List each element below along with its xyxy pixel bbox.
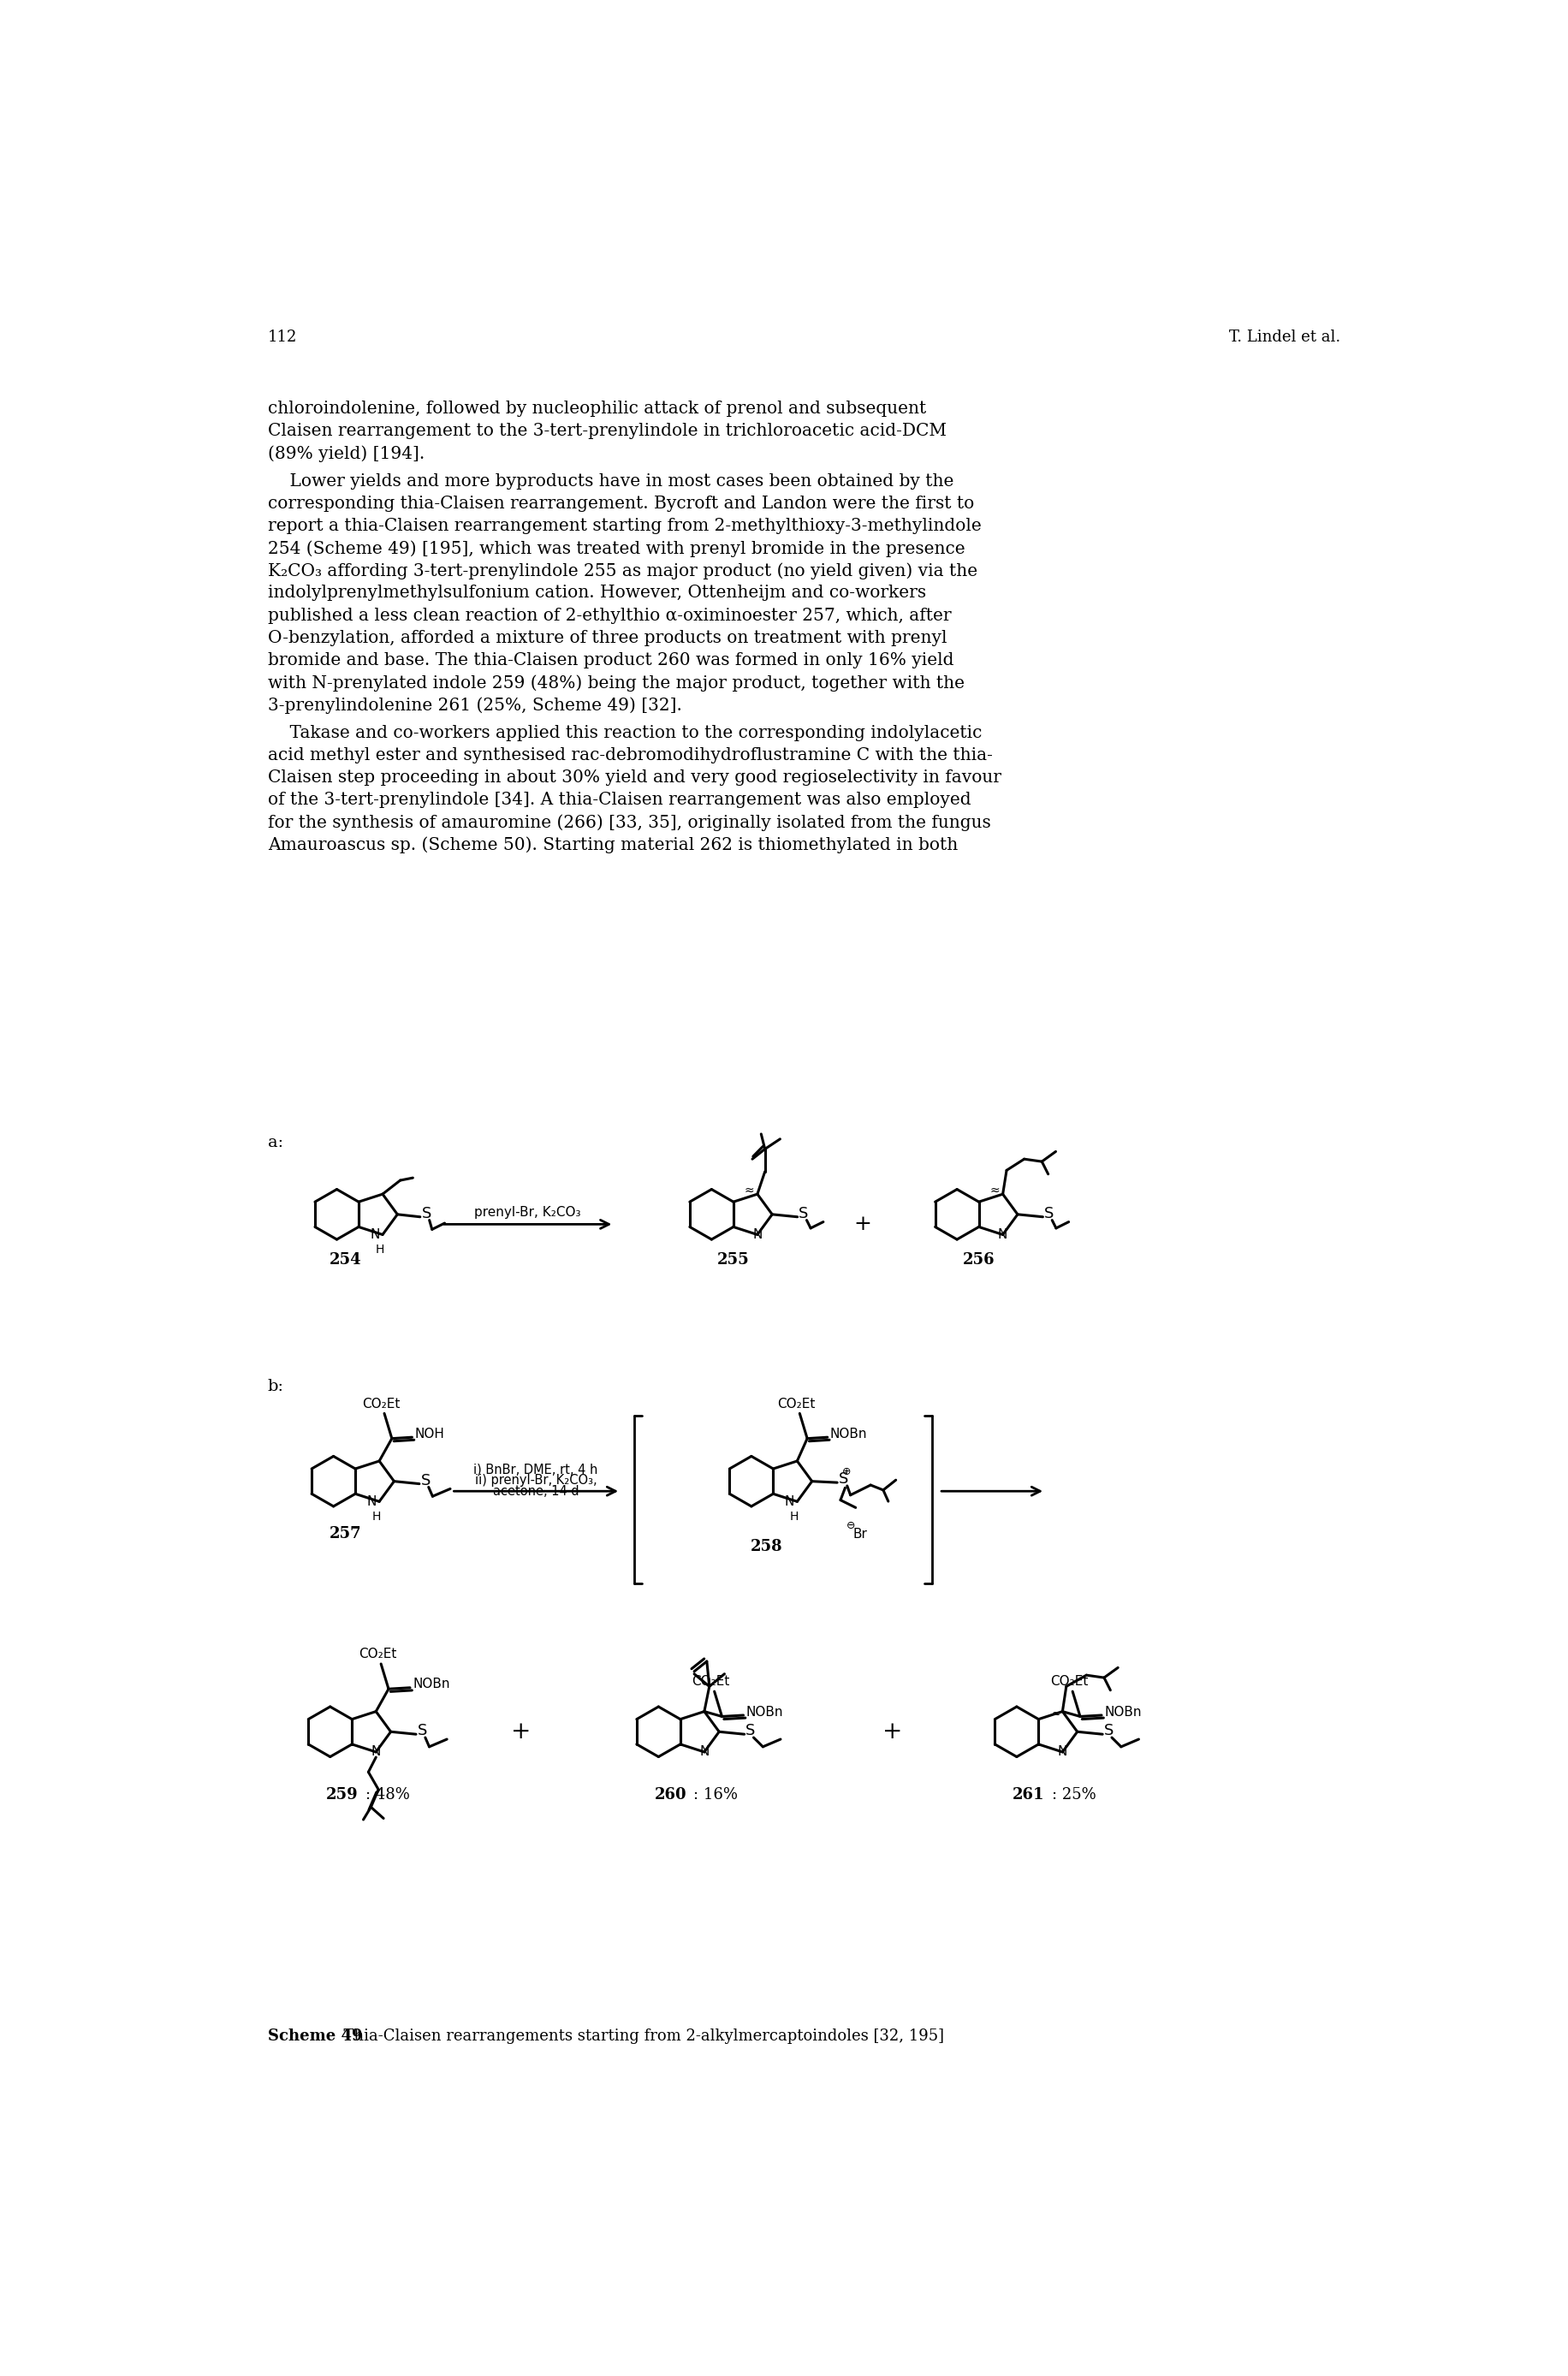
- Text: indolylprenylmethylsulfonium cation. However, Ottenheijm and co-workers: indolylprenylmethylsulfonium cation. How…: [268, 584, 925, 601]
- Text: O-benzylation, afforded a mixture of three products on treatment with prenyl: O-benzylation, afforded a mixture of thr…: [268, 630, 947, 646]
- Text: acid methyl ester and synthesised rac-debromodihydroflustramine C with the thia-: acid methyl ester and synthesised rac-de…: [268, 746, 993, 763]
- Text: of the 3-tert-prenylindole [34]. A thia-Claisen rearrangement was also employed: of the 3-tert-prenylindole [34]. A thia-…: [268, 791, 971, 808]
- Text: 254 (Scheme 49) [195], which was treated with prenyl bromide in the presence: 254 (Scheme 49) [195], which was treated…: [268, 539, 964, 556]
- Text: +: +: [853, 1214, 872, 1233]
- Text: K₂CO₃ affording 3-tert-prenylindole 255 as major product (no yield given) via th: K₂CO₃ affording 3-tert-prenylindole 255 …: [268, 563, 977, 580]
- Text: acetone, 14 d: acetone, 14 d: [492, 1485, 579, 1497]
- Text: Scheme 49: Scheme 49: [268, 2029, 362, 2043]
- Text: ≈: ≈: [745, 1186, 754, 1198]
- Text: S: S: [417, 1723, 426, 1739]
- Text: 258: 258: [750, 1540, 782, 1554]
- Text: CO₂Et: CO₂Et: [1049, 1675, 1088, 1687]
- Text: 256: 256: [963, 1252, 994, 1266]
- Text: S: S: [420, 1473, 430, 1487]
- Text: Amauroascus sp. (Scheme 50). Starting material 262 is thiomethylated in both: Amauroascus sp. (Scheme 50). Starting ma…: [268, 836, 958, 853]
- Text: : 25%: : 25%: [1051, 1787, 1096, 1803]
- Text: ≈: ≈: [989, 1186, 999, 1198]
- Text: a:: a:: [268, 1136, 284, 1150]
- Text: T. Lindel et al.: T. Lindel et al.: [1228, 330, 1339, 345]
- Text: NOBn: NOBn: [412, 1677, 450, 1692]
- Text: N: N: [997, 1228, 1007, 1240]
- Text: 259: 259: [326, 1787, 358, 1803]
- Text: H: H: [790, 1511, 798, 1523]
- Text: S: S: [837, 1471, 848, 1487]
- Text: S: S: [422, 1207, 431, 1221]
- Text: S: S: [798, 1207, 808, 1221]
- Text: for the synthesis of amauromine (266) [33, 35], originally isolated from the fun: for the synthesis of amauromine (266) [3…: [268, 815, 991, 832]
- Text: with N-prenylated indole 259 (48%) being the major product, together with the: with N-prenylated indole 259 (48%) being…: [268, 675, 964, 691]
- Text: 261: 261: [1011, 1787, 1044, 1803]
- Text: bromide and base. The thia-Claisen product 260 was formed in only 16% yield: bromide and base. The thia-Claisen produ…: [268, 651, 953, 668]
- Text: S: S: [1044, 1207, 1054, 1221]
- Text: Br: Br: [853, 1528, 867, 1540]
- Text: b:: b:: [268, 1378, 284, 1395]
- Text: N: N: [699, 1746, 709, 1758]
- Text: S: S: [1104, 1723, 1113, 1739]
- Text: i) BnBr, DME, rt, 4 h: i) BnBr, DME, rt, 4 h: [474, 1464, 597, 1475]
- Text: N: N: [753, 1228, 762, 1240]
- Text: N: N: [370, 1228, 379, 1240]
- Text: chloroindolenine, followed by nucleophilic attack of prenol and subsequent: chloroindolenine, followed by nucleophil…: [268, 402, 925, 416]
- Text: ⊕: ⊕: [842, 1466, 850, 1478]
- Text: N: N: [372, 1746, 381, 1758]
- Text: CO₂Et: CO₂Et: [778, 1397, 815, 1409]
- Text: 254: 254: [329, 1252, 361, 1266]
- Text: 257: 257: [329, 1525, 361, 1542]
- Text: +: +: [883, 1720, 902, 1744]
- Text: 260: 260: [654, 1787, 687, 1803]
- Text: (89% yield) [194].: (89% yield) [194].: [268, 444, 425, 461]
- Text: report a thia-Claisen rearrangement starting from 2-methylthioxy-3-methylindole: report a thia-Claisen rearrangement star…: [268, 518, 982, 535]
- Text: NOBn: NOBn: [829, 1428, 867, 1440]
- Text: +: +: [511, 1720, 532, 1744]
- Text: NOBn: NOBn: [746, 1706, 782, 1718]
- Text: S: S: [745, 1723, 754, 1739]
- Text: CO₂Et: CO₂Et: [362, 1397, 400, 1409]
- Text: Takase and co-workers applied this reaction to the corresponding indolylacetic: Takase and co-workers applied this react…: [268, 725, 982, 741]
- Text: corresponding thia-Claisen rearrangement. Bycroft and Landon were the first to: corresponding thia-Claisen rearrangement…: [268, 494, 974, 511]
- Text: : 16%: : 16%: [693, 1787, 737, 1803]
- Text: ii) prenyl-Br, K₂CO₃,: ii) prenyl-Br, K₂CO₃,: [475, 1473, 596, 1487]
- Text: Thia-Claisen rearrangements starting from 2-alkylmercaptoindoles [32, 195]: Thia-Claisen rearrangements starting fro…: [334, 2029, 944, 2043]
- Text: NOH: NOH: [414, 1428, 444, 1440]
- Text: CO₂Et: CO₂Et: [691, 1675, 729, 1687]
- Text: CO₂Et: CO₂Et: [359, 1647, 397, 1661]
- Text: 255: 255: [717, 1252, 750, 1266]
- Text: H: H: [372, 1511, 381, 1523]
- Text: Lower yields and more byproducts have in most cases been obtained by the: Lower yields and more byproducts have in…: [268, 473, 953, 489]
- Text: N: N: [367, 1495, 376, 1509]
- Text: Claisen step proceeding in about 30% yield and very good regioselectivity in fav: Claisen step proceeding in about 30% yie…: [268, 770, 1000, 786]
- Text: N: N: [1057, 1746, 1066, 1758]
- Text: N: N: [784, 1495, 793, 1509]
- Text: Claisen rearrangement to the 3-tert-prenylindole in trichloroacetic acid-DCM: Claisen rearrangement to the 3-tert-pren…: [268, 423, 946, 440]
- Text: : 48%: : 48%: [365, 1787, 409, 1803]
- Text: H: H: [375, 1245, 384, 1257]
- Text: NOBn: NOBn: [1104, 1706, 1142, 1718]
- Text: published a less clean reaction of 2-ethylthio α-oximinoester 257, which, after: published a less clean reaction of 2-eth…: [268, 608, 950, 623]
- Text: ⊖: ⊖: [845, 1521, 855, 1530]
- Text: prenyl-Br, K₂CO₃: prenyl-Br, K₂CO₃: [474, 1205, 580, 1219]
- Text: ≈: ≈: [1051, 1708, 1060, 1720]
- Text: 112: 112: [268, 330, 296, 345]
- Text: 3-prenylindolenine 261 (25%, Scheme 49) [32].: 3-prenylindolenine 261 (25%, Scheme 49) …: [268, 696, 682, 713]
